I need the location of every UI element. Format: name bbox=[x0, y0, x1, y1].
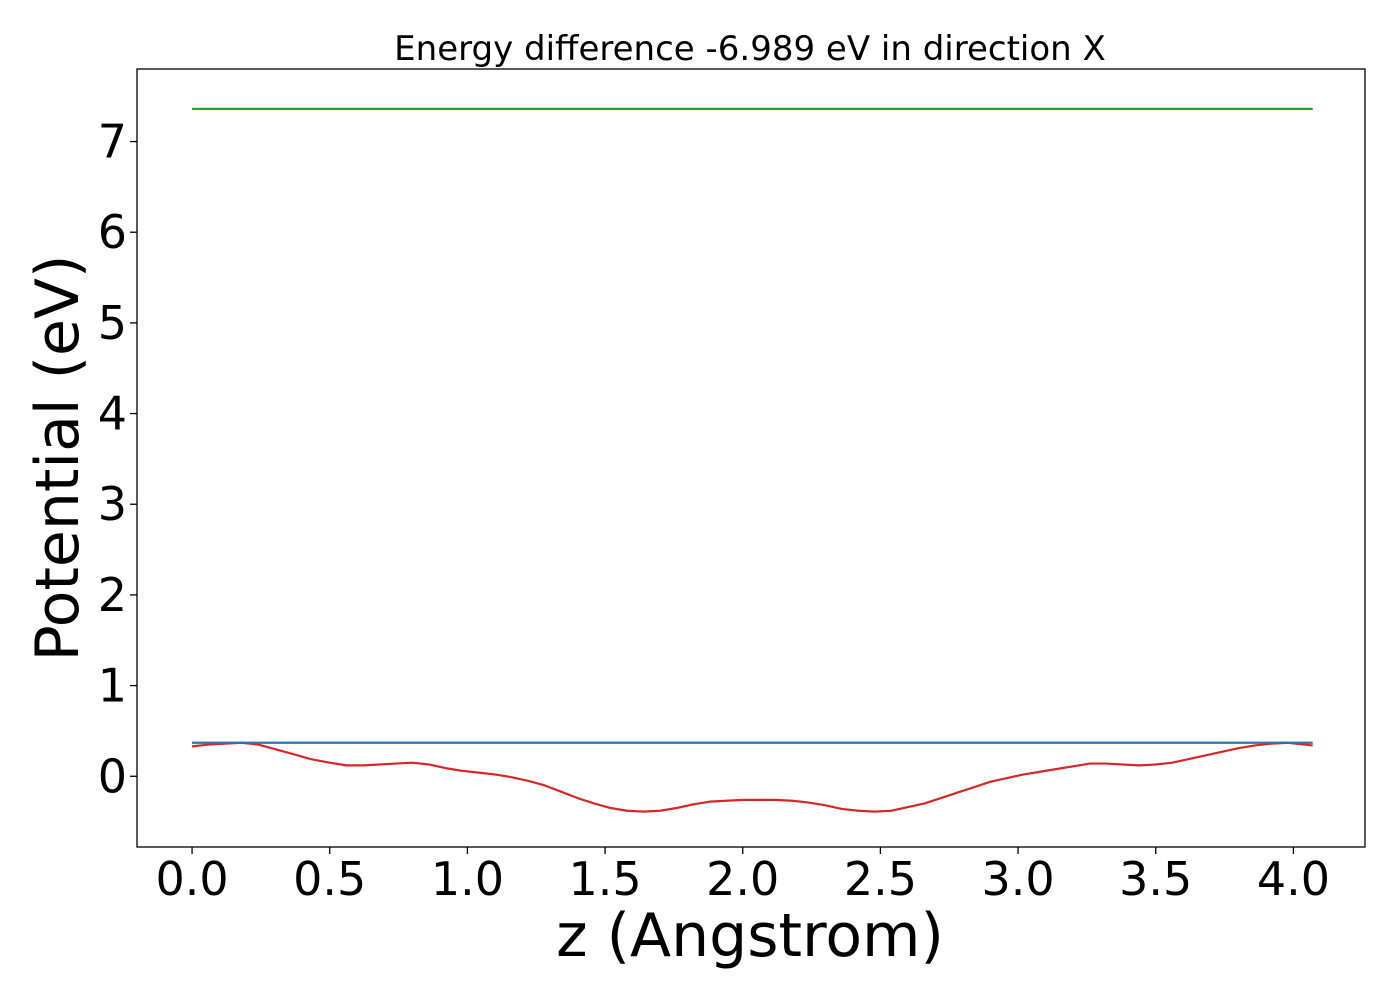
x-tick-label: 1.0 bbox=[431, 852, 504, 906]
series-layer bbox=[191, 107, 1313, 813]
x-tick-label: 3.0 bbox=[981, 852, 1054, 906]
x-axis-label: z (Angstrom) bbox=[556, 901, 944, 971]
chart-title: Energy difference -6.989 eV in direction… bbox=[394, 29, 1106, 69]
x-tick-label: 2.0 bbox=[706, 852, 779, 906]
y-tick-label: 3 bbox=[98, 477, 127, 531]
y-tick-label: 4 bbox=[98, 387, 127, 441]
x-axis-ticks: 0.0 0.5 1.0 1.5 2.0 2.5 3.0 3.5 4.0 bbox=[155, 847, 1330, 906]
x-tick-label: 1.5 bbox=[568, 852, 641, 906]
y-tick-label: 6 bbox=[98, 205, 127, 259]
y-tick-label: 7 bbox=[98, 115, 127, 169]
y-tick-label: 5 bbox=[98, 296, 127, 350]
y-axis-label: Potential (eV) bbox=[23, 255, 93, 662]
x-tick-label: 2.5 bbox=[844, 852, 917, 906]
y-tick-label: 2 bbox=[98, 568, 127, 622]
x-tick-label: 3.5 bbox=[1119, 852, 1192, 906]
x-tick-label: 0.0 bbox=[155, 852, 228, 906]
y-tick-label: 0 bbox=[98, 749, 127, 803]
x-tick-label: 4.0 bbox=[1257, 852, 1330, 906]
x-tick-label: 0.5 bbox=[293, 852, 366, 906]
y-tick-label: 1 bbox=[98, 659, 127, 713]
series-line-0 bbox=[191, 741, 1313, 813]
plot-frame bbox=[136, 68, 1366, 848]
y-axis-ticks: 0 1 2 3 4 5 6 7 bbox=[98, 115, 137, 803]
